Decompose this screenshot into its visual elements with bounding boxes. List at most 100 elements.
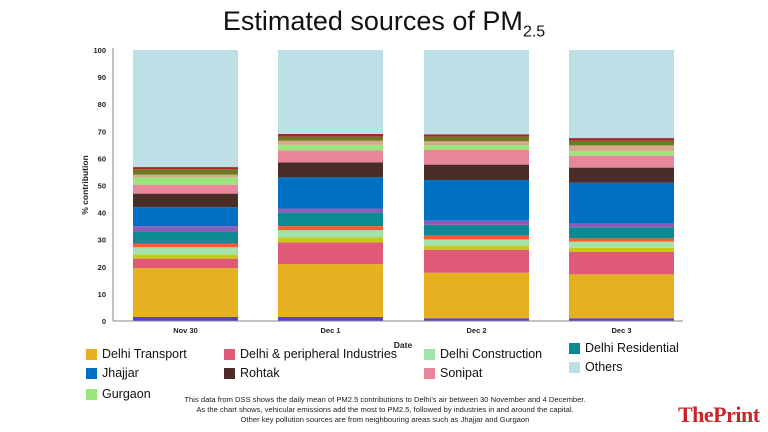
bar-segment-0 (278, 316, 383, 321)
bar-segment-delhi-construction (424, 239, 529, 246)
bar-segment-rohtak (133, 193, 238, 208)
y-tick-label: 10 (98, 290, 106, 299)
bar-segment-delhi-peripheral-industries (424, 249, 529, 273)
bar-segment-jhajjar (133, 207, 238, 227)
x-axis-label: Date (394, 340, 413, 350)
bar-segment-7 (133, 226, 238, 232)
bar-segment-5 (424, 235, 529, 240)
x-tick-label: Dec 1 (320, 326, 340, 335)
legend-label: Delhi Transport (102, 347, 187, 361)
bar-segment-sonipat (569, 155, 674, 168)
x-tick-label: Dec 2 (466, 326, 486, 335)
y-tick-label: 60 (98, 154, 106, 163)
bar-segment-rohtak (424, 164, 529, 181)
caption-note: This data from DSS shows the daily mean … (150, 395, 620, 425)
y-tick-label: 50 (98, 182, 106, 191)
theprint-logo: ThePrint (678, 402, 760, 427)
stacked-bar-chart: 0 10 20 30 40 50 60 70 80 90 100 Nov 30 Dec 1 Dec 2 D… (80, 46, 683, 350)
bar-segment-gurgaon (569, 151, 674, 156)
bar-segment-sonipat (424, 149, 529, 165)
bar-segment-5 (133, 243, 238, 248)
note-line: Other key pollution sources are from nei… (240, 415, 530, 424)
bar-segment-13 (424, 136, 529, 142)
bar-segment-gurgaon (278, 144, 383, 151)
legend-swatch (569, 342, 580, 354)
bar-segment-7 (278, 208, 383, 213)
legend-item: Delhi Construction (424, 347, 542, 361)
bar-segment-gurgaon (424, 145, 529, 150)
bar-segment-3 (133, 254, 238, 259)
bar-segment-12 (133, 174, 238, 178)
bar-segment-0 (424, 318, 529, 321)
legend-swatch (86, 367, 97, 379)
bar-segment-12 (569, 145, 674, 152)
bar-segment-13 (133, 169, 238, 175)
legend-label: Delhi Construction (440, 347, 543, 361)
y-tick-label: 100 (93, 46, 106, 55)
bar-segment-rohtak (278, 162, 383, 178)
bar-segment-12 (424, 141, 529, 146)
bar-segment-delhi-residential (133, 231, 238, 244)
bar-segment-delhi-peripheral-industries (278, 242, 383, 265)
legend-swatch (424, 367, 435, 379)
bar-segment-14 (278, 134, 383, 137)
legend-label: Rohtak (240, 366, 280, 380)
bar-segment-5 (569, 238, 674, 242)
legend-swatch (569, 361, 580, 373)
chart-title: Estimated sources of PM2.5 (0, 6, 768, 41)
bar-segment-13 (278, 136, 383, 141)
y-tick-label: 30 (98, 236, 106, 245)
legend-item: Delhi Residential (569, 341, 679, 355)
x-tick-label: Nov 30 (173, 326, 198, 335)
bar-segment-gurgaon (133, 177, 238, 185)
bar-segment-delhi-peripheral-industries (569, 251, 674, 275)
legend-swatch (86, 388, 97, 400)
bar-segment-5 (278, 226, 383, 231)
legend-item: Sonipat (424, 366, 482, 380)
legend-item: Delhi Transport (86, 347, 187, 361)
bar-segment-3 (424, 245, 529, 250)
y-tick-label: 90 (98, 73, 106, 82)
bar-segment-delhi-residential (424, 224, 529, 236)
bar-segment-delhi-construction (133, 247, 238, 255)
bar-segment-sonipat (278, 150, 383, 163)
bar-segment-3 (569, 247, 674, 252)
bar-segment-rohtak (569, 167, 674, 183)
bar-segment-delhi-residential (569, 227, 674, 239)
legend-swatch (424, 348, 435, 360)
bar-segment-others (424, 50, 529, 135)
legend-swatch (224, 367, 235, 379)
bar-segment-delhi-transport (133, 268, 238, 317)
bar-segment-7 (424, 220, 529, 225)
legend-label: Delhi & peripheral Industries (240, 347, 398, 361)
title-text: Estimated sources of PM (222, 6, 523, 36)
bar-segment-others (133, 50, 238, 168)
y-axis-label: % contribution (80, 155, 90, 215)
bar-segment-jhajjar (569, 182, 674, 224)
legend-item: Gurgaon (86, 387, 151, 401)
bar-segment-12 (278, 140, 383, 145)
bar-segment-delhi-construction (278, 230, 383, 238)
bar-segment-7 (569, 223, 674, 228)
note-line: As the chart shows, vehicular emissions … (196, 405, 574, 414)
bar-segment-delhi-residential (278, 212, 383, 227)
bar-segment-delhi-peripheral-industries (133, 258, 238, 269)
legend-item: Others (569, 360, 623, 374)
bar-segment-others (569, 50, 674, 139)
legend-item: Delhi & peripheral Industries (224, 347, 397, 361)
bar-stack-dec-2 (424, 50, 529, 321)
y-tick-label: 20 (98, 263, 106, 272)
bar-stack-dec-3 (569, 50, 674, 321)
bar-segment-0 (569, 318, 674, 321)
bar-segment-jhajjar (424, 180, 529, 221)
legend-label: Others (585, 360, 623, 374)
bar-segment-sonipat (133, 184, 238, 194)
bar-stack-dec-1 (278, 50, 383, 321)
bar-segment-14 (569, 138, 674, 141)
legend-label: Jhajjar (102, 366, 139, 380)
legend-label: Delhi Residential (585, 341, 679, 355)
legend-item: Rohtak (224, 366, 280, 380)
x-tick-label: Dec 3 (611, 326, 631, 335)
legend-swatch (224, 348, 235, 360)
bar-stack-nov-30 (133, 50, 238, 321)
